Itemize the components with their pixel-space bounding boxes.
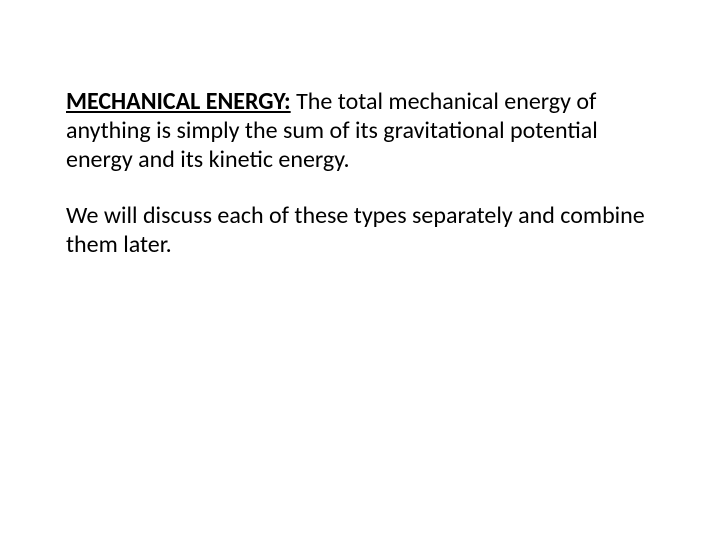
slide: MECHANICAL ENERGY: The total mechanical …	[0, 0, 720, 540]
paragraph-followup: We will discuss each of these types sepa…	[66, 202, 648, 260]
term-heading: MECHANICAL ENERGY:	[66, 87, 291, 116]
paragraph-definition: MECHANICAL ENERGY: The total mechanical …	[66, 88, 648, 174]
